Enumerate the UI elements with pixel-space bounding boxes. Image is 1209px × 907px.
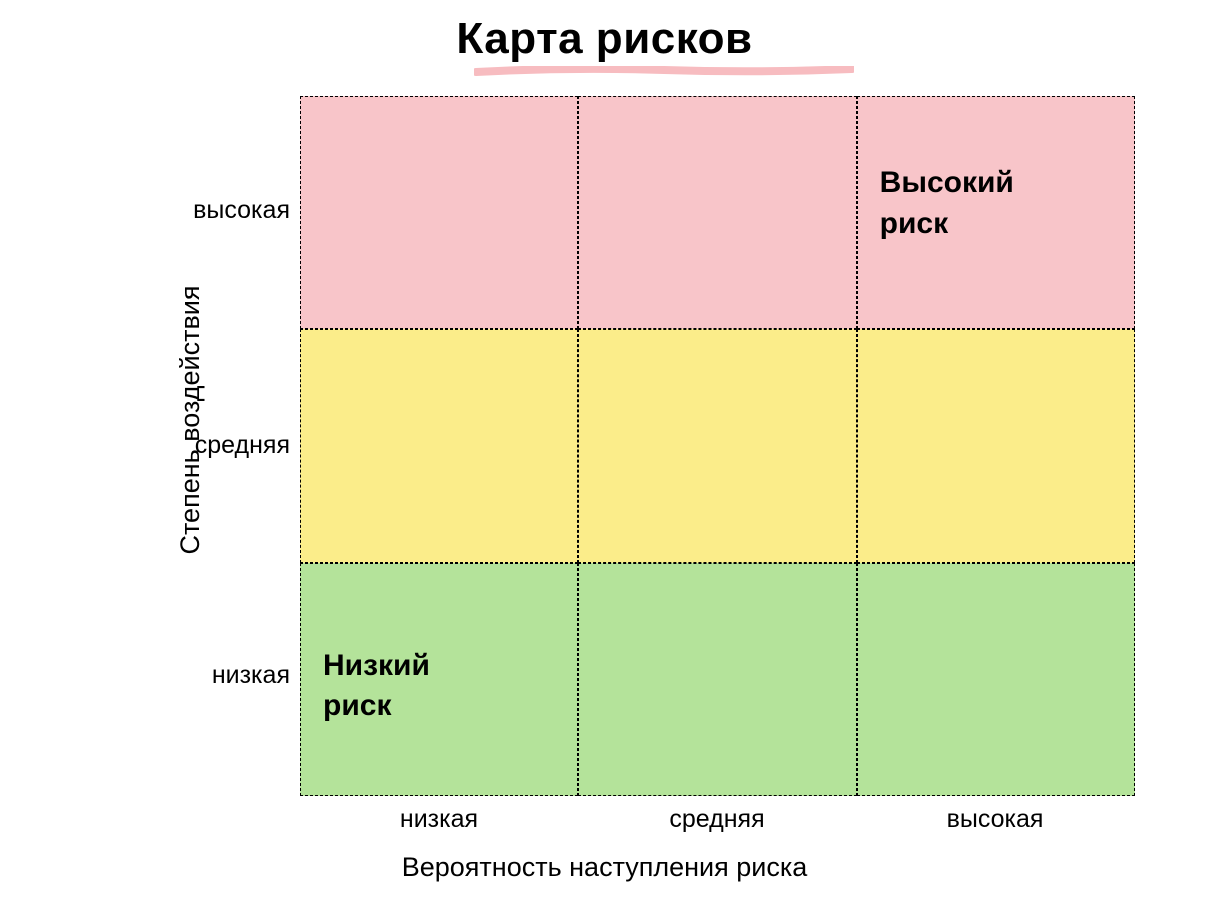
matrix-cell [578, 96, 856, 329]
matrix-cell [857, 329, 1135, 562]
title-underline [474, 66, 854, 76]
y-label-low: низкая [130, 661, 290, 690]
x-label-medium: средняя [578, 805, 856, 834]
matrix-cell: Высокийриск [857, 96, 1135, 329]
y-label-medium: средняя [130, 431, 290, 460]
matrix-cell [857, 563, 1135, 796]
matrix-cell [300, 329, 578, 562]
x-axis-labels: низкая средняя высокая [300, 805, 1135, 845]
matrix-cell [578, 329, 856, 562]
matrix-cell [578, 563, 856, 796]
y-axis-labels: высокая средняя низкая [130, 96, 290, 796]
x-label-low: низкая [300, 805, 578, 834]
risk-matrix: Высокийриск Низкийриск [300, 96, 1135, 796]
x-axis-title: Вероятность наступления риска [0, 852, 1209, 883]
matrix-cell: Низкийриск [300, 563, 578, 796]
chart-title: Карта рисков [0, 14, 1209, 64]
x-label-high: высокая [856, 805, 1134, 834]
low-risk-label: Низкийриск [323, 646, 430, 727]
high-risk-label: Высокийриск [880, 163, 1014, 244]
matrix-cell [300, 96, 578, 329]
y-label-high: высокая [130, 196, 290, 225]
